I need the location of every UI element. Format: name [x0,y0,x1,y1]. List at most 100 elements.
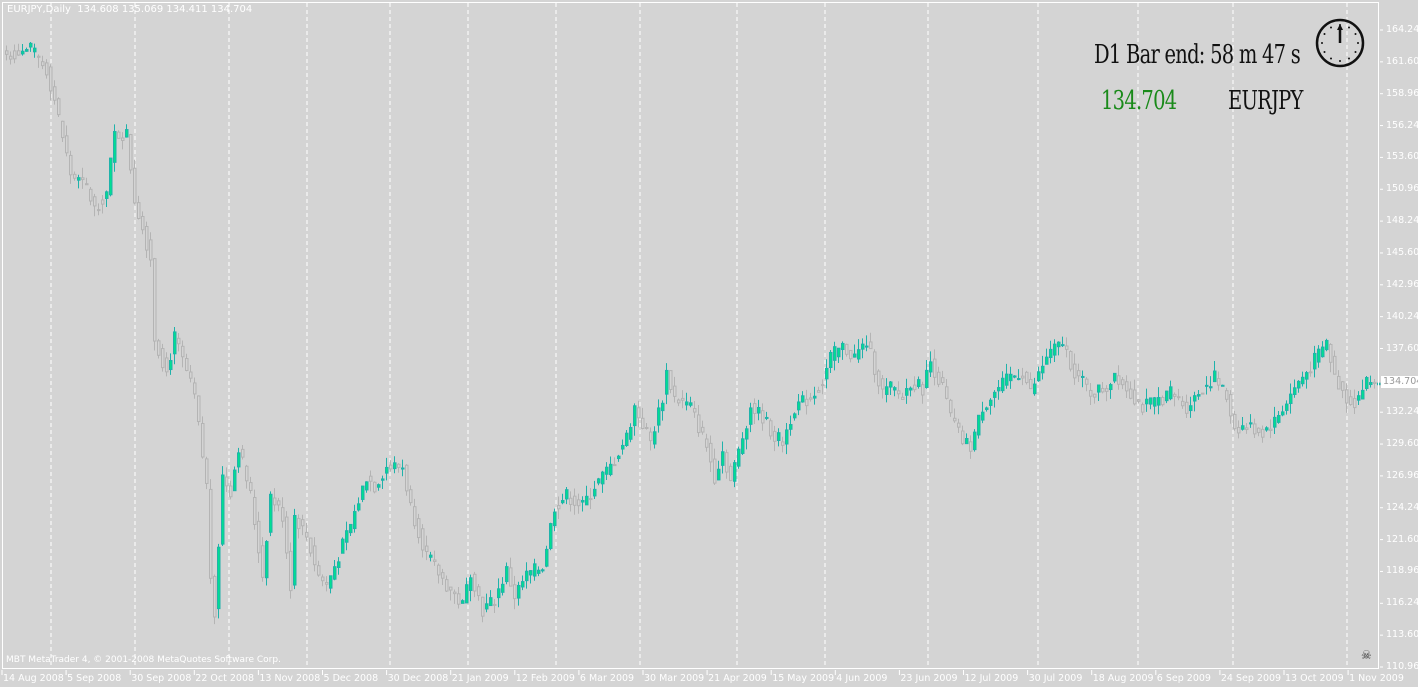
bear-candle [849,349,853,360]
bull-candle [125,129,129,138]
bull-candle [1041,365,1045,374]
bear-candle [433,559,437,562]
bull-candle [965,438,969,445]
bull-candle [29,42,33,48]
bull-candle [993,391,997,398]
bull-candle [517,584,521,599]
bear-candle [45,62,49,76]
date-tick-label: 23 Jun 2009 [900,673,958,684]
bear-candle [133,167,137,204]
copyright-text: MBT MetaTrader 4, © 2001-2008 MetaQuotes… [6,655,281,665]
bull-candle [1097,384,1101,393]
bull-candle [1153,397,1157,407]
bull-candle [689,402,693,406]
bull-candle [977,414,981,436]
bear-candle [873,351,877,375]
bull-candle [1157,397,1161,406]
bull-candle [657,407,661,426]
bear-candle [449,586,453,591]
bull-candle [365,481,369,491]
bull-candle [337,561,341,568]
bear-candle [881,378,885,390]
bull-candle [909,387,913,391]
bear-candle [405,464,409,492]
date-tick-label: 15 May 2009 [772,673,835,684]
bull-candle [1305,372,1309,380]
clock-icon [1315,18,1365,68]
bull-candle [353,511,357,530]
bear-candle [1185,401,1189,414]
date-tick-label: 13 Nov 2008 [259,673,321,684]
bull-candle [1317,348,1321,363]
bear-candle [1101,387,1105,393]
bull-candle [429,554,433,558]
bear-candle [413,506,417,527]
bear-candle [1329,343,1333,363]
bear-candle [961,430,965,445]
bull-candle [77,177,81,181]
bull-candle [989,399,993,406]
bear-candle [69,154,73,176]
bull-candle [1189,405,1193,412]
bear-candle [1077,370,1081,377]
bear-candle [477,586,481,597]
bull-candle [533,563,537,577]
date-tick-label: 30 Jul 2009 [1028,673,1083,684]
bear-candle [369,475,373,482]
bull-candle [1321,346,1325,358]
bull-candle [521,581,525,588]
bull-candle [825,367,829,380]
bull-candle [1109,384,1113,391]
bull-candle [1361,389,1365,400]
bear-candle [937,371,941,385]
bull-candle [21,50,25,55]
bear-candle [1073,363,1077,379]
bear-candle [57,98,61,116]
bear-candle [941,377,945,384]
bear-candle [1237,426,1241,434]
bull-candle [545,548,549,567]
price-tick-label: 148.240 [1386,215,1418,227]
bear-candle [513,584,517,600]
bear-candle [101,199,105,205]
bear-candle [421,528,425,551]
bull-candle [341,538,345,554]
bull-candle [1165,390,1169,402]
bull-candle [1325,339,1329,351]
bear-candle [509,567,513,587]
price-tick-label: 126.960 [1386,469,1418,481]
bear-candle [257,520,261,554]
bear-candle [313,545,317,566]
bear-candle [761,410,765,424]
bear-candle [713,458,717,484]
bear-candle [753,403,757,415]
bear-candle [165,357,169,373]
bull-candle [1017,378,1021,381]
bull-candle [685,401,689,406]
bear-candle [1261,428,1265,438]
bull-candle [1265,427,1269,431]
bear-candle [869,341,873,350]
bull-candle [737,448,741,467]
bull-candle [1149,397,1153,405]
bull-candle [1113,372,1117,382]
symbol-label: EURJPY,Daily [7,4,71,15]
bear-candle [589,498,593,501]
bear-candle [1089,389,1093,397]
bear-candle [1025,371,1029,384]
bear-candle [1093,393,1097,398]
bull-candle [221,474,225,545]
price-tick-label: 110.960 [1386,661,1418,672]
bull-candle [113,131,117,163]
date-tick-label: 12 Jul 2009 [964,673,1019,684]
chart-frame [2,2,1379,669]
bull-candle [485,603,489,610]
bull-candle [801,395,805,403]
bear-candle [705,438,709,448]
bear-candle [645,427,649,430]
bear-candle [225,476,229,487]
date-tick-label: 30 Mar 2009 [644,673,705,684]
bear-candle [5,50,9,55]
bear-candle [149,239,153,261]
bull-candle [1241,425,1245,430]
